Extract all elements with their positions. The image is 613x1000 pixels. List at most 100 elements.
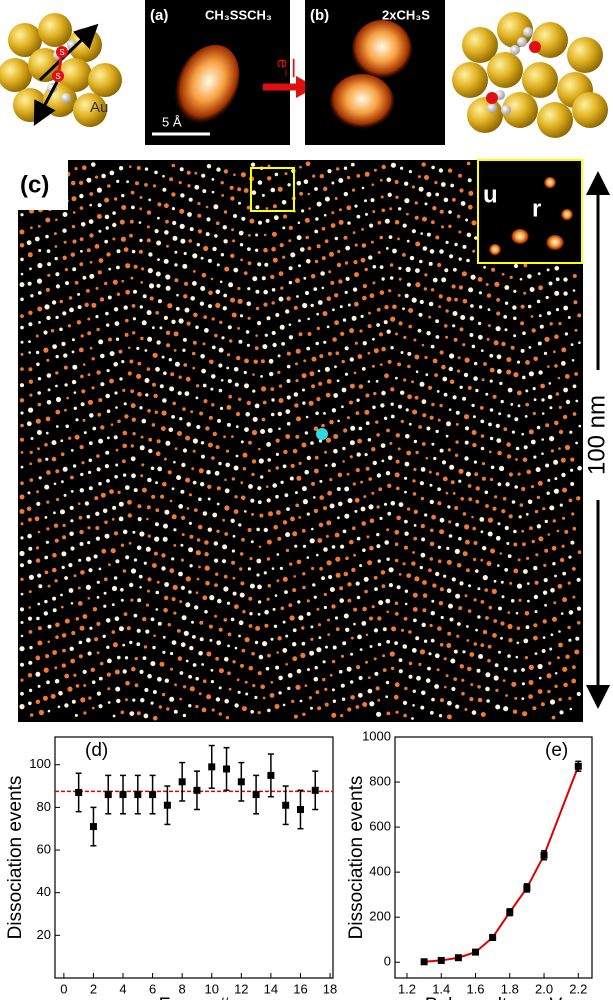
stm-dot — [392, 248, 397, 254]
stm-dot — [147, 673, 152, 679]
stm-dot — [349, 539, 354, 545]
stm-dot — [153, 551, 158, 556]
stm-dot — [60, 452, 65, 457]
stm-dot — [361, 367, 366, 371]
stm-dot — [316, 201, 322, 207]
plot-frame — [394, 736, 593, 979]
stm-dot — [444, 268, 449, 273]
stm-dot — [210, 277, 214, 281]
stm-dot — [124, 656, 129, 660]
stm-dot — [356, 174, 361, 178]
stm-dot — [256, 558, 262, 564]
stm-dot — [254, 248, 259, 252]
stm-dot — [506, 542, 510, 545]
stm-dot — [256, 527, 260, 532]
stm-dot — [396, 585, 401, 590]
stm-dot — [435, 335, 440, 339]
stm-dot — [261, 276, 266, 281]
stm-dot — [572, 274, 577, 278]
stm-dot — [203, 315, 208, 319]
stm-dot — [211, 456, 215, 460]
stm-dot — [130, 389, 135, 394]
stm-dot — [125, 318, 129, 323]
stm-dot — [86, 514, 91, 519]
stm-dot — [187, 184, 191, 188]
stm-dot — [271, 567, 275, 570]
stm-dot — [55, 396, 62, 403]
stm-dot — [488, 605, 493, 610]
stm-dot — [288, 280, 293, 285]
stm-dot — [413, 618, 417, 623]
stm-dot — [161, 355, 165, 359]
stm-dot — [244, 427, 249, 432]
stm-dot — [267, 176, 272, 181]
stm-dot — [525, 360, 530, 365]
stm-dot — [165, 285, 171, 291]
stm-dot — [378, 487, 383, 492]
stm-dot — [68, 563, 73, 568]
stm-dot — [131, 304, 136, 308]
stm-dot — [333, 434, 339, 439]
stm-dot — [179, 697, 183, 701]
stm-dot — [192, 281, 197, 286]
stm-dot — [240, 258, 244, 262]
stm-dot — [571, 512, 575, 516]
stm-dot — [497, 522, 501, 526]
stm-dot — [186, 170, 191, 175]
stm-dot — [323, 213, 327, 217]
stm-dot — [159, 326, 163, 330]
stm-dot — [171, 487, 175, 491]
stm-dot — [439, 249, 444, 254]
stm-dot — [267, 458, 272, 462]
stm-dot — [100, 492, 106, 498]
stm-dot — [446, 714, 452, 720]
stm-dot — [375, 379, 379, 383]
stm-dot — [352, 482, 356, 486]
stm-dot — [114, 616, 120, 621]
stm-dot — [200, 286, 206, 291]
stm-dot — [434, 373, 438, 377]
stm-dot — [146, 238, 151, 243]
stm-dot — [450, 658, 456, 664]
stm-dot — [19, 494, 25, 500]
stm-dot — [55, 371, 59, 375]
stm-dot — [244, 637, 250, 643]
stm-dot — [234, 703, 239, 708]
stm-dot — [188, 674, 193, 679]
stm-dot — [464, 426, 470, 431]
stm-dot — [37, 291, 42, 295]
stm-dot — [185, 659, 189, 663]
stm-dot — [241, 648, 246, 653]
stm-dot — [46, 431, 49, 435]
stm-dot — [417, 328, 422, 333]
stm-dot — [404, 476, 408, 480]
stm-dot — [361, 243, 367, 248]
stm-dot — [458, 173, 462, 178]
sulfur — [486, 92, 498, 104]
stm-dot — [294, 491, 298, 495]
stm-dot — [480, 600, 485, 604]
stm-dot — [335, 627, 340, 632]
stm-dot — [260, 475, 264, 479]
stm-dot — [251, 472, 255, 477]
stm-dot — [562, 597, 568, 603]
stm-dot — [78, 180, 84, 185]
stm-dot — [380, 403, 385, 408]
stm-dot — [342, 529, 347, 534]
stm-dot — [192, 635, 196, 639]
stm-dot — [496, 298, 500, 302]
stm-dot — [244, 383, 249, 389]
stm-dot — [26, 506, 32, 512]
stm-dot — [551, 545, 557, 551]
stm-dot — [19, 704, 25, 710]
stm-dot — [408, 324, 413, 329]
stm-dot — [413, 467, 417, 472]
stm-dot — [425, 373, 429, 377]
stm-dot — [37, 447, 40, 451]
stm-dot — [207, 258, 212, 263]
stm-dot — [507, 654, 511, 658]
stm-dot — [237, 298, 243, 304]
stm-dot — [394, 612, 399, 616]
point — [523, 884, 531, 892]
stm-dot — [444, 324, 448, 328]
